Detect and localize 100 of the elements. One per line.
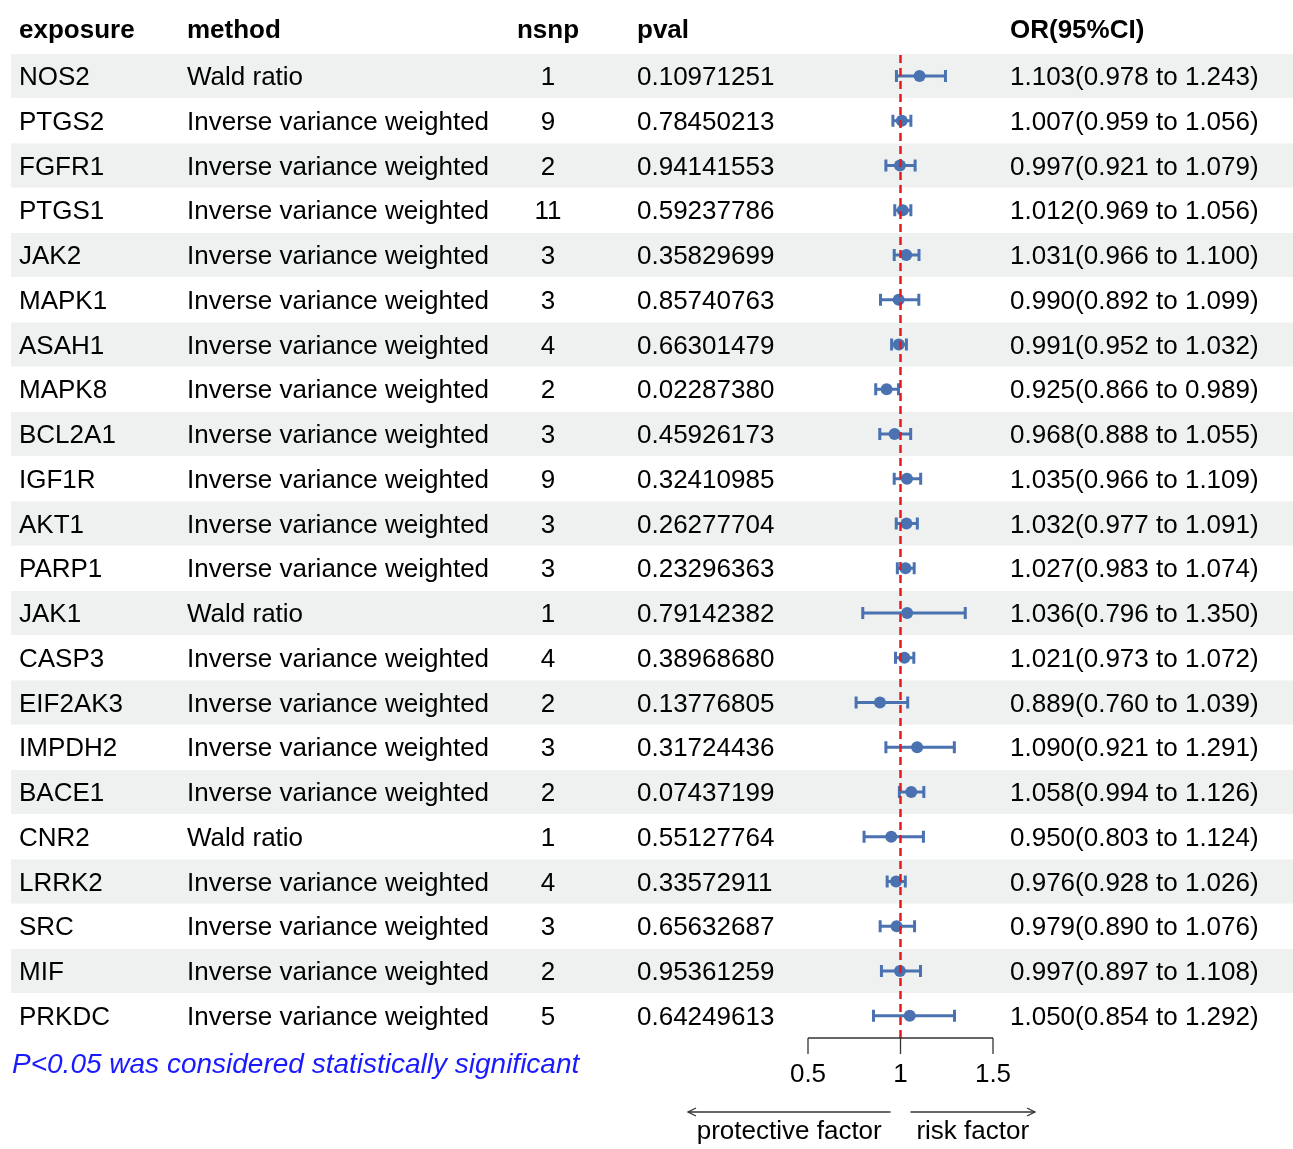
point <box>888 428 901 440</box>
text: Wald ratio <box>187 598 304 628</box>
data-label: 1.036(0.796 to 1.350) <box>1010 598 1259 628</box>
text: Inverse variance weighted <box>187 105 490 136</box>
point <box>905 786 918 798</box>
y-tick-label: SRC <box>19 911 74 942</box>
text: 2 <box>540 374 556 405</box>
y-tick-label: AKT1 <box>19 508 85 539</box>
text: Inverse variance weighted <box>187 195 490 226</box>
point <box>903 1009 916 1022</box>
text: 0.94141553 <box>637 150 775 181</box>
y-tick-label: PTGS2 <box>19 105 105 136</box>
text: 0.64249613 <box>637 1000 775 1031</box>
text: Inverse variance weighted <box>187 732 490 763</box>
y-tick-label: PTGS1 <box>19 195 105 226</box>
y-tick-label: NOS2 <box>19 61 90 91</box>
text: 9 <box>540 105 556 136</box>
text: 0.13776805 <box>637 687 775 718</box>
text: Inverse variance weighted <box>187 956 490 986</box>
text: 4 <box>540 866 556 897</box>
text: 0.32410985 <box>637 463 775 494</box>
y-tick-label: CASP3 <box>19 642 105 673</box>
y-tick-label: CNR2 <box>19 821 90 852</box>
text: Wald ratio <box>187 61 304 91</box>
text: 0.66301479 <box>637 329 775 360</box>
text: 3 <box>540 553 556 584</box>
y-tick-label: MIF <box>19 956 64 986</box>
text: 11 <box>534 195 562 226</box>
text: Inverse variance weighted <box>187 508 490 539</box>
text: 0.35829699 <box>637 240 775 270</box>
text: 0.45926173 <box>637 419 775 449</box>
text: Inverse variance weighted <box>187 866 490 897</box>
point <box>873 696 886 709</box>
point <box>901 607 914 619</box>
y-tick-label: ASAH1 <box>19 329 105 360</box>
text: 0.07437199 <box>637 777 775 807</box>
data-label: 0.997(0.921 to 1.079) <box>1010 150 1259 181</box>
text: 3 <box>540 419 556 449</box>
y-tick-label: EIF2AK3 <box>19 687 124 718</box>
x-tick-label: method <box>187 14 281 44</box>
text: risk factor <box>916 1115 1030 1145</box>
data-label: 0.979(0.890 to 1.076) <box>1010 911 1259 942</box>
data-label: 0.990(0.892 to 1.099) <box>1010 284 1259 315</box>
point <box>900 472 913 485</box>
y-tick-label: JAK1 <box>19 598 82 628</box>
x-tick-label: nsnp <box>516 14 580 44</box>
text: 3 <box>540 911 556 942</box>
y-tick-label: PRKDC <box>19 1000 111 1031</box>
y-axis-title: exposure <box>19 14 135 44</box>
text: Inverse variance weighted <box>187 240 490 270</box>
text: 4 <box>540 642 556 673</box>
text: 0.38968680 <box>637 642 775 673</box>
text: 0.23296363 <box>637 553 775 584</box>
text: 3 <box>540 508 556 539</box>
data-label: 1.027(0.983 to 1.074) <box>1010 553 1259 584</box>
point <box>880 383 893 396</box>
text: Inverse variance weighted <box>187 284 490 315</box>
text: 3 <box>540 240 556 270</box>
text: 0.55127764 <box>637 821 775 852</box>
y-tick-label: IGF1R <box>19 463 96 494</box>
y-tick-label: PARP1 <box>19 553 103 584</box>
data-label: 0.968(0.888 to 1.055) <box>1010 419 1259 449</box>
data-label: 1.090(0.921 to 1.291) <box>1010 732 1259 763</box>
text: 0.95361259 <box>637 956 775 986</box>
y-tick-label: MAPK8 <box>19 374 108 405</box>
text: 1 <box>540 598 556 628</box>
text: Inverse variance weighted <box>187 553 490 584</box>
data-label: 1.031(0.966 to 1.100) <box>1010 240 1259 270</box>
text: Inverse variance weighted <box>187 911 490 942</box>
text: P<0.05 was considered statistically significant <box>12 1048 581 1079</box>
text: 2 <box>540 687 556 718</box>
text: Inverse variance weighted <box>187 1000 490 1031</box>
text: 0.26277704 <box>637 508 775 539</box>
x-tick-label: 1.5 <box>974 1058 1012 1088</box>
data-label: 1.012(0.969 to 1.056) <box>1010 195 1259 226</box>
text: OR(95%CI) <box>1010 14 1145 44</box>
y-tick-label: MAPK1 <box>19 284 108 315</box>
text: 0.31724436 <box>637 732 775 763</box>
text: 0.78450213 <box>637 105 775 136</box>
text: 2 <box>540 956 556 986</box>
text: Inverse variance weighted <box>187 150 490 181</box>
y-tick-label: IMPDH2 <box>19 732 118 763</box>
x-tick-label: pval <box>637 14 690 44</box>
x-tick-label: 0.5 <box>789 1058 827 1088</box>
text: 0.59237786 <box>637 195 775 226</box>
text: 2 <box>540 777 556 807</box>
data-label: 0.991(0.952 to 1.032) <box>1010 329 1259 360</box>
data-label: 1.032(0.977 to 1.091) <box>1010 508 1259 539</box>
point <box>911 741 924 754</box>
data-label: 0.950(0.803 to 1.124) <box>1010 821 1259 852</box>
text: 5 <box>540 1000 556 1031</box>
text: Inverse variance weighted <box>187 329 490 360</box>
text: Inverse variance weighted <box>187 687 490 718</box>
text: Inverse variance weighted <box>187 463 490 494</box>
text: 0.02287380 <box>637 374 775 405</box>
text: Inverse variance weighted <box>187 777 490 807</box>
text: 4 <box>540 329 556 360</box>
text: 0.79142382 <box>637 598 775 628</box>
data-label: 1.035(0.966 to 1.109) <box>1010 463 1259 494</box>
point <box>885 830 898 843</box>
